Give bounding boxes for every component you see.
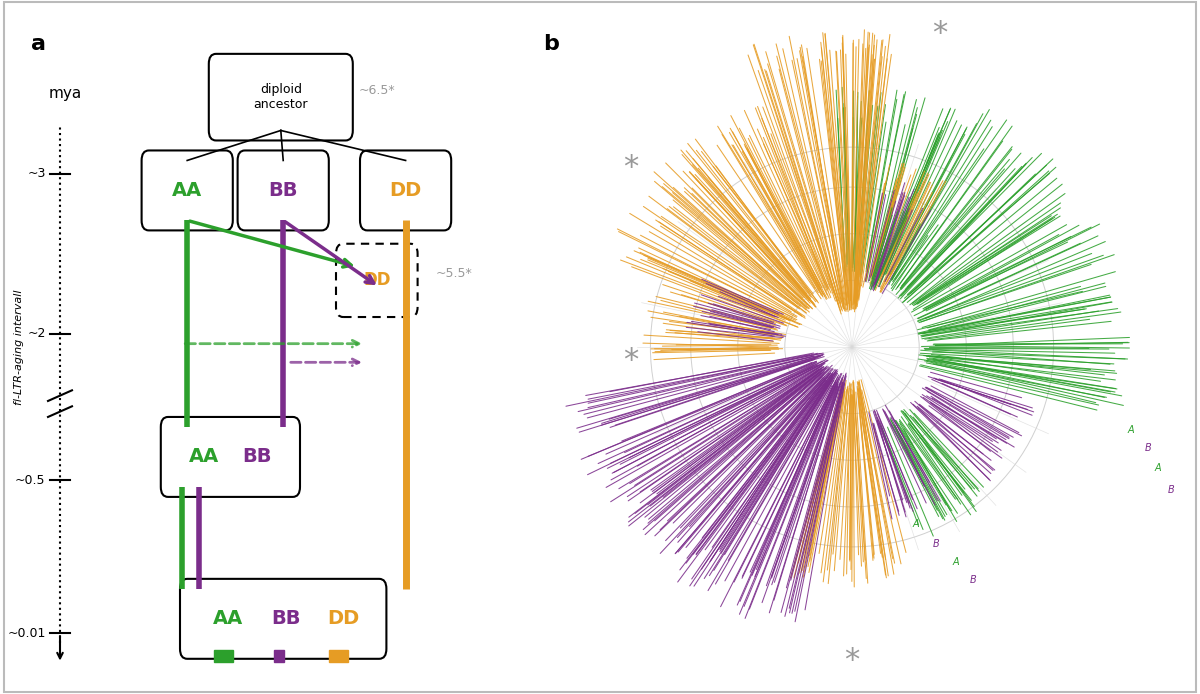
Text: ~6.5*: ~6.5* (359, 84, 395, 97)
Text: BB: BB (269, 181, 298, 200)
Text: B: B (932, 539, 940, 548)
Bar (214, 650, 233, 662)
Text: AA: AA (212, 609, 244, 628)
Text: diploid
ancestor: diploid ancestor (253, 83, 308, 111)
Text: DD: DD (390, 181, 421, 200)
Text: *: * (845, 645, 859, 675)
Text: b: b (542, 34, 559, 54)
FancyBboxPatch shape (209, 54, 353, 140)
Text: fl-LTR-aging intervall: fl-LTR-aging intervall (14, 289, 24, 405)
Text: BB: BB (271, 609, 300, 628)
Text: B: B (1145, 443, 1151, 453)
FancyBboxPatch shape (142, 151, 233, 230)
Text: ~0.5: ~0.5 (16, 474, 46, 486)
Text: *: * (931, 19, 947, 49)
Text: a: a (31, 34, 47, 54)
FancyBboxPatch shape (161, 417, 300, 497)
Text: A: A (1128, 425, 1134, 435)
Text: AA: AA (188, 448, 220, 466)
FancyBboxPatch shape (336, 244, 418, 317)
Text: ~2: ~2 (28, 327, 46, 340)
Text: B: B (970, 575, 977, 585)
Bar (274, 650, 284, 662)
FancyBboxPatch shape (180, 579, 386, 659)
Text: ~0.01: ~0.01 (7, 627, 46, 640)
FancyBboxPatch shape (238, 151, 329, 230)
Text: mya: mya (48, 86, 82, 101)
Text: BB: BB (242, 448, 271, 466)
Text: A: A (1154, 464, 1162, 473)
Text: ~3: ~3 (28, 167, 46, 180)
Text: DD: DD (364, 271, 390, 289)
Bar (329, 650, 348, 662)
Text: DD: DD (328, 609, 359, 628)
Text: ~5.5*: ~5.5* (436, 267, 472, 280)
FancyBboxPatch shape (360, 151, 451, 230)
Text: A: A (912, 518, 919, 529)
Text: B: B (1168, 485, 1175, 496)
Text: *: * (623, 346, 638, 375)
Text: AA: AA (172, 181, 203, 200)
Text: *: * (623, 153, 638, 182)
Text: A: A (953, 557, 960, 566)
